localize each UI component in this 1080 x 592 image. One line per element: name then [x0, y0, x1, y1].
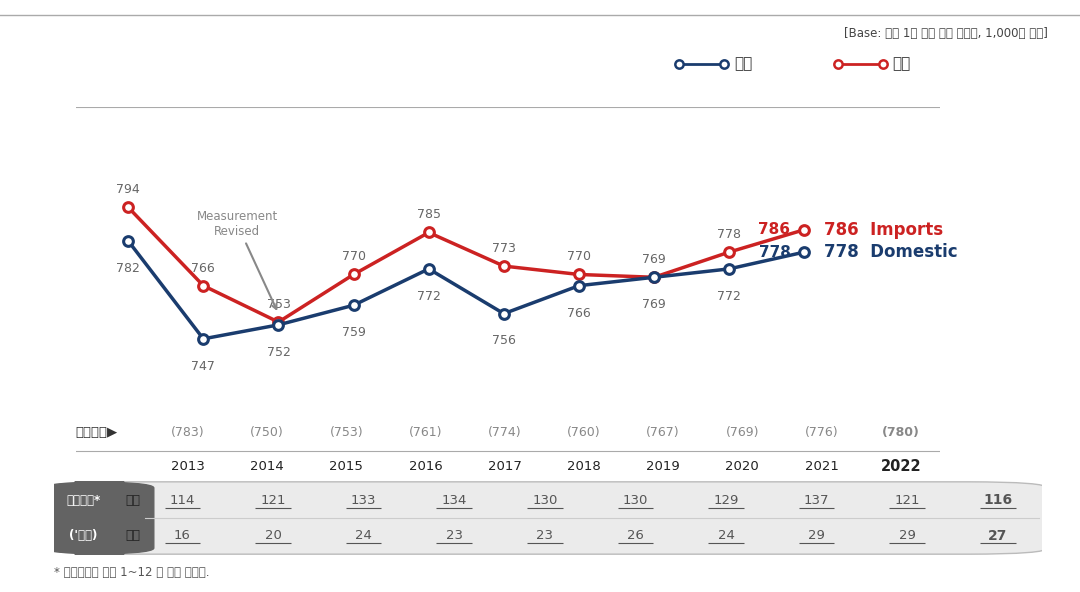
- Text: Measurement
Revised: Measurement Revised: [197, 210, 278, 309]
- Text: 국산: 국산: [125, 494, 140, 507]
- Text: 778  Domestic: 778 Domestic: [824, 243, 958, 261]
- Text: ('만대): ('만대): [69, 529, 98, 542]
- Text: 759: 759: [341, 326, 365, 339]
- Text: 766: 766: [567, 307, 591, 320]
- Text: 24: 24: [355, 529, 373, 542]
- Text: 2019: 2019: [646, 460, 680, 472]
- Text: (774): (774): [488, 426, 522, 439]
- Text: 772: 772: [417, 289, 441, 303]
- Text: 2015: 2015: [329, 460, 363, 472]
- Text: 수입: 수입: [893, 56, 910, 71]
- Text: 23: 23: [537, 529, 553, 542]
- Text: (780): (780): [881, 426, 920, 439]
- Text: 국산: 국산: [733, 56, 752, 71]
- Text: 130: 130: [532, 494, 557, 507]
- Text: 785: 785: [417, 208, 441, 221]
- Text: 수입: 수입: [125, 529, 140, 542]
- Text: 769: 769: [643, 298, 666, 311]
- Text: 782: 782: [117, 262, 140, 275]
- Text: 2017: 2017: [488, 460, 522, 472]
- Text: (761): (761): [408, 426, 443, 439]
- Text: 130: 130: [623, 494, 648, 507]
- Text: (753): (753): [329, 426, 363, 439]
- Text: 산업평균▶: 산업평균▶: [76, 426, 118, 439]
- Text: 20: 20: [265, 529, 282, 542]
- Text: 770: 770: [567, 250, 591, 263]
- Text: 121: 121: [894, 494, 920, 507]
- Text: 29: 29: [899, 529, 916, 542]
- Text: (769): (769): [726, 426, 759, 439]
- Text: 786  Imports: 786 Imports: [824, 221, 943, 239]
- Text: 129: 129: [713, 494, 739, 507]
- Text: (776): (776): [805, 426, 838, 439]
- Text: 753: 753: [267, 298, 291, 311]
- Text: 116: 116: [983, 493, 1012, 507]
- Text: 2021: 2021: [805, 460, 838, 472]
- Text: 778: 778: [758, 244, 791, 259]
- Text: 756: 756: [491, 334, 516, 348]
- FancyBboxPatch shape: [45, 482, 153, 554]
- Text: 770: 770: [341, 250, 366, 263]
- Text: 2022: 2022: [880, 459, 921, 474]
- Text: 134: 134: [442, 494, 467, 507]
- Text: 2016: 2016: [408, 460, 443, 472]
- Text: * 판매대수는 매년 1~12 월 누적 기준임.: * 판매대수는 매년 1~12 월 누적 기준임.: [54, 566, 210, 579]
- Text: 778: 778: [717, 228, 741, 241]
- Text: (760): (760): [567, 426, 600, 439]
- Text: 794: 794: [117, 183, 140, 196]
- Text: 773: 773: [491, 242, 516, 255]
- Text: 114: 114: [170, 494, 195, 507]
- Text: 2014: 2014: [251, 460, 284, 472]
- Text: 747: 747: [191, 360, 215, 373]
- Text: 752: 752: [267, 346, 291, 359]
- Text: 2020: 2020: [726, 460, 759, 472]
- Text: 29: 29: [808, 529, 825, 542]
- Text: 137: 137: [804, 494, 829, 507]
- Text: 2013: 2013: [171, 460, 205, 472]
- Text: [Base: 지난 1년 이내 새차 구입자, 1,000점 만점]: [Base: 지난 1년 이내 새차 구입자, 1,000점 만점]: [843, 27, 1048, 40]
- FancyBboxPatch shape: [45, 482, 1048, 554]
- Text: 121: 121: [260, 494, 286, 507]
- Text: (783): (783): [171, 426, 205, 439]
- Text: 766: 766: [191, 262, 215, 275]
- Text: (750): (750): [251, 426, 284, 439]
- Text: 786: 786: [758, 222, 791, 237]
- Text: 2018: 2018: [567, 460, 600, 472]
- Text: 24: 24: [717, 529, 734, 542]
- Text: 772: 772: [717, 289, 741, 303]
- Text: 133: 133: [351, 494, 377, 507]
- Text: (767): (767): [646, 426, 680, 439]
- Text: 16: 16: [174, 529, 191, 542]
- Text: 26: 26: [627, 529, 644, 542]
- Text: 769: 769: [643, 253, 666, 266]
- Text: 27: 27: [988, 529, 1008, 543]
- Text: 판매대수*: 판매대수*: [67, 494, 100, 507]
- Text: 23: 23: [446, 529, 462, 542]
